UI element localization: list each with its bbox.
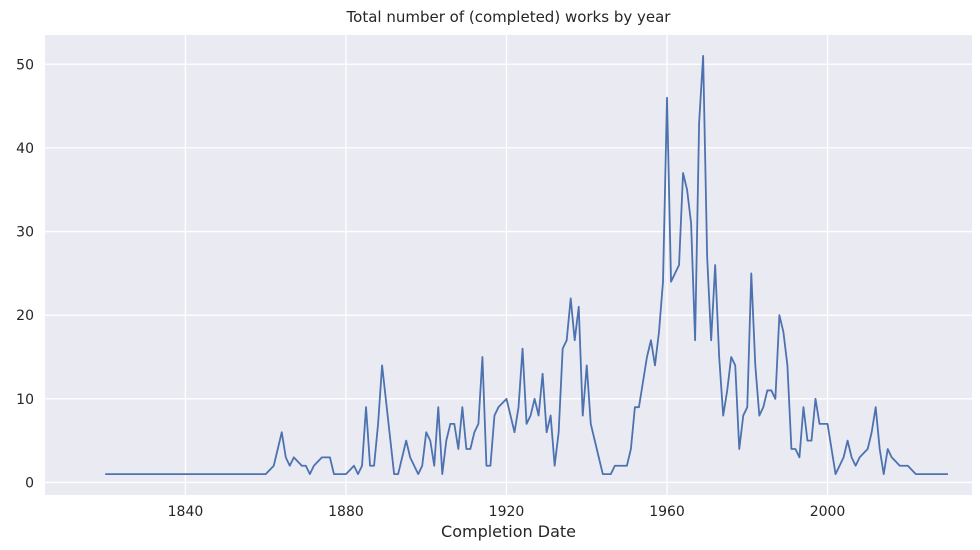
tick-labels: 1840 1880 1920 1960 2000 0 10 20 30 40 50 (16, 57, 845, 520)
series-line (105, 55, 948, 475)
x-tick-label: 2000 (810, 504, 846, 520)
chart-title: Total number of (completed) works by yea… (346, 8, 672, 26)
y-tick-label: 40 (16, 141, 34, 157)
x-axis-label: Completion Date (441, 522, 576, 541)
x-tick-label: 1840 (168, 504, 204, 520)
y-tick-label: 30 (16, 225, 34, 241)
series-layer (105, 55, 948, 475)
x-tick-label: 1880 (328, 504, 364, 520)
x-tick-label: 1920 (489, 504, 525, 520)
y-tick-label: 20 (16, 308, 34, 324)
y-tick-label: 10 (16, 392, 34, 408)
y-tick-label: 50 (16, 57, 34, 73)
y-tick-label: 0 (25, 475, 34, 491)
grid-lines (45, 35, 972, 495)
plot-background (45, 35, 972, 495)
x-tick-label: 1960 (649, 504, 685, 520)
